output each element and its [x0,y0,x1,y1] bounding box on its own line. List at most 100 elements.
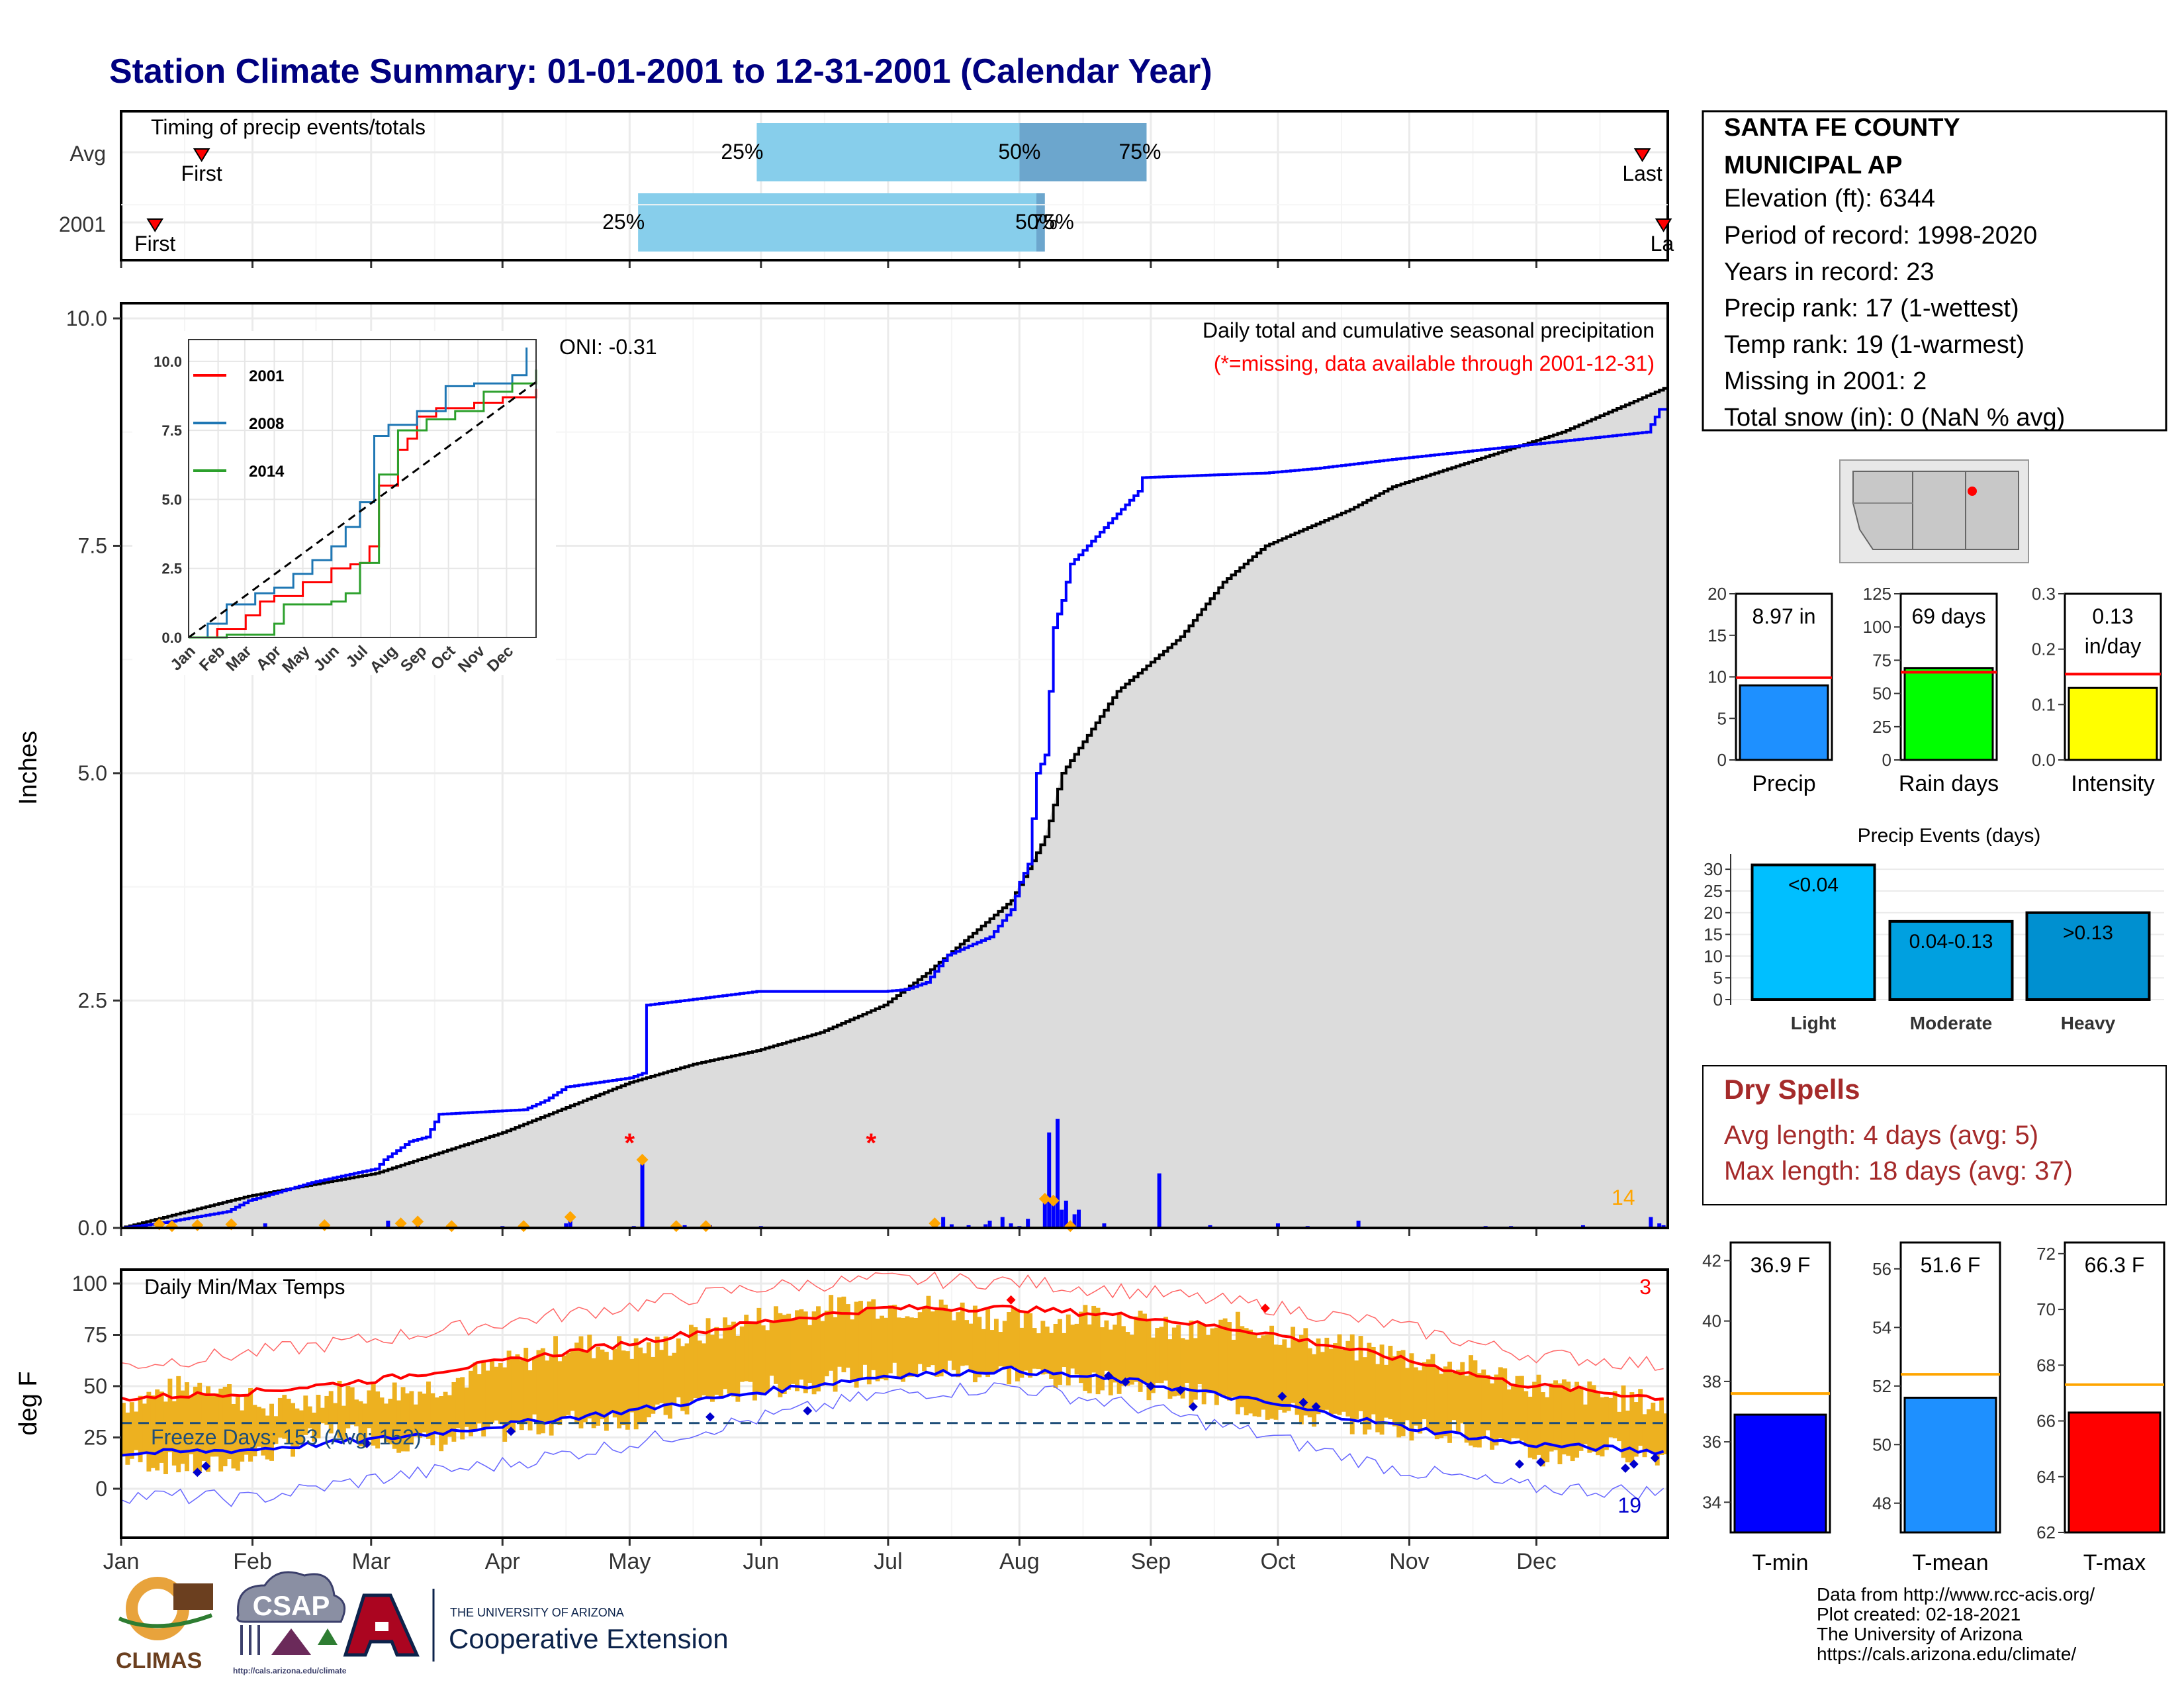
daily-temp-range-bar [265,1415,270,1460]
daily-temp-range-bar [1320,1352,1325,1412]
precip-y-axis-label: Inches [15,731,42,805]
daily-temp-range-bar [807,1325,813,1383]
record-low-marker [201,1461,211,1471]
daily-temp-range-bar [1142,1313,1147,1384]
mini-chart-tick-label: 0.0 [2032,750,2056,770]
climas-logo: CLIMAS [116,1577,213,1673]
daily-precip-bar [1051,1200,1056,1228]
daily-temp-range-bar [574,1342,579,1423]
daily-temp-range-bar [981,1329,986,1374]
month-label-apr: Apr [485,1549,520,1574]
daily-temp-range-bar [596,1346,601,1426]
daily-temp-range-bar [799,1309,804,1380]
record-low-marker [506,1427,516,1436]
heavy-event-marker [394,1217,407,1230]
daily-precip-bar [1580,1225,1585,1228]
events-bar-light [1751,863,1876,1001]
daily-temp-range-bar [693,1327,698,1399]
daily-temp-range-bar [638,1347,643,1423]
daily-precip-bar [1009,1223,1013,1228]
daily-temp-range-bar [418,1391,423,1438]
daily-temp-range-bar [214,1393,219,1457]
mini-chart-tick-label: 0.3 [2032,584,2056,604]
record-low-marker [1629,1459,1639,1469]
daily-temp-range-bar [790,1320,796,1384]
daily-precip-bar [1056,1119,1060,1228]
station-name-line2: MUNICIPAL AP [1724,152,1903,179]
daily-temp-range-bar [464,1387,469,1427]
daily-temp-range-bar [252,1405,257,1456]
daily-temp-range-bar [244,1393,249,1455]
daily-temp-range-bar [1625,1410,1630,1463]
daily-temp-range-bar [498,1362,503,1424]
daily-temp-range-bar [430,1393,435,1446]
daily-temp-range-bar [1451,1372,1457,1421]
mini-chart-tick-label: 40 [1702,1311,1721,1331]
daily-temp-range-bar [934,1308,940,1377]
daily-precip-bar [1042,1199,1047,1228]
daily-temp-range-bar [1070,1325,1075,1369]
events-y-tick-label: 0 [1713,990,1723,1009]
daily-temp-range-bar [345,1385,351,1429]
mini-chart-tick-label: 5 [1717,708,1727,728]
daily-temp-range-bar [887,1305,893,1374]
inset-y-tick-label: 10.0 [154,353,182,370]
events-category-label: Heavy [2061,1013,2116,1033]
daily-precip-bar [1208,1225,1212,1228]
daily-temp-range-bar [1333,1343,1338,1414]
daily-temp-range-bar [1515,1376,1520,1439]
footer-credits: Data from http://www.rcc-acis.org/ Plot … [1817,1584,2095,1664]
daily-temp-range-bar [1074,1323,1079,1375]
daily-temp-range-bar [943,1304,948,1372]
inset-line-2014 [189,369,537,639]
daily-temp-range-bar [1371,1346,1376,1415]
daily-temp-range-bar [545,1360,550,1424]
daily-temp-range-bar [1138,1310,1143,1392]
daily-temp-range-bar [1549,1383,1554,1452]
mini-chart-tick-label: 72 [2036,1244,2056,1264]
daily-precip-bar [1026,1219,1030,1228]
daily-temp-range-bar [185,1382,189,1472]
y-tick-label: 2.5 [78,989,107,1013]
daily-temp-range-bar [1617,1411,1622,1442]
daily-temp-range-bar [396,1400,402,1453]
daily-temp-range-bar [816,1306,821,1391]
daily-temp-range-bar [769,1321,774,1376]
daily-temp-range-bar [1113,1325,1118,1383]
y-tick-label: 50 [83,1374,107,1398]
daily-temp-range-bar [1426,1359,1431,1429]
daily-temp-range-bar [337,1380,342,1438]
daily-temp-range-bar [240,1410,245,1462]
freeze-days-label: Freeze Days: 153 (Avg: 152) [151,1425,422,1449]
dry-spells-title: Dry Spells [1724,1074,1860,1105]
csap-logo: CSAP http://cals.arizona.edu/climate [233,1571,347,1675]
mini-chart-value: 8.97 in [1752,604,1815,628]
daily-temp-range-bar [451,1382,457,1442]
daily-temp-range-bar [1062,1333,1067,1368]
heavy-count-label: 14 [1612,1186,1635,1209]
daily-temp-range-bar [646,1342,651,1418]
daily-temp-range-bar [1443,1366,1448,1436]
daily-temp-range-bar [951,1320,956,1370]
mini-chart-value: 0.13 [2092,604,2133,628]
daily-precip-bar [1102,1223,1107,1228]
daily-temp-range-bar [1324,1337,1330,1410]
daily-temp-range-bar [303,1395,308,1435]
record-low-marker [1146,1382,1156,1391]
record-min-line [120,1382,1664,1507]
daily-temp-range-bar [1578,1386,1584,1451]
timing-bar-25-50 [638,193,1036,252]
station-elevation: Elevation (ft): 6344 [1724,185,1935,212]
daily-temp-range-bar [871,1299,876,1370]
daily-temp-range-bar [155,1389,160,1471]
daily-temp-range-bar [235,1397,240,1471]
daily-temp-range-bar [1540,1392,1545,1467]
daily-temp-range-bar [850,1319,855,1382]
daily-temp-range-bar [829,1295,834,1371]
timing-label-25: 25% [721,140,763,164]
daily-temp-range-bar [197,1382,203,1472]
month-label-oct: Oct [1260,1549,1295,1574]
daily-temp-range-bar [600,1349,605,1419]
daily-temp-range-bar [1167,1339,1173,1399]
daily-temp-range-bar [824,1310,829,1377]
